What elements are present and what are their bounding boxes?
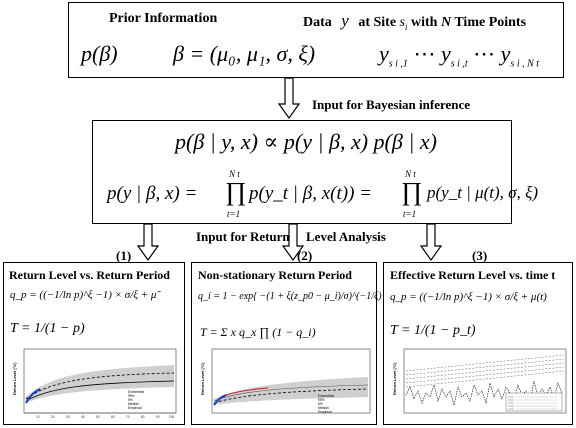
panel-1-legend: Median	[128, 402, 139, 406]
panel-1-xtick: 100	[169, 415, 175, 419]
panel-2-plot: Ensembles 95% 5% Median Empirical Return…	[200, 348, 371, 414]
panel-1-xtick: 20	[51, 415, 55, 419]
arrow-to-panel-3	[419, 223, 443, 262]
arrow-to-bayes	[277, 77, 301, 120]
panel-2-eq1: q_i = 1 − exp{ −(1 + ξ(z_p0 − μ_i)/σ)^(−…	[198, 291, 389, 302]
panel-3-eq1: q_p = ((−1/ln p)^ξ −1) × σ/ξ + μ(t)	[390, 291, 547, 303]
panel-2-legend: 5%	[318, 402, 323, 406]
panel-3: Effective Return Level vs. time t q_p = …	[383, 262, 573, 425]
panel-2-legend: Empirical	[318, 410, 332, 414]
panel-1-xtick: 80	[141, 415, 145, 419]
panel-2-eq2: T = Σ x q_x ∏ (1 − q_i)	[200, 325, 316, 339]
panel-1-xtick: 40	[81, 415, 85, 419]
panel-3-eq2: T = 1/(1 − p_t)	[390, 323, 476, 338]
panel-1-legend: Ensembles	[128, 390, 145, 394]
panel-3-ylabel: Return Level (°C)	[392, 362, 397, 395]
panel-2-legend: Median	[318, 406, 329, 410]
panel-2-legend: Ensembles	[318, 394, 335, 398]
bayes-posterior-eq: p(β | y, x) ∝ p(y | β, x) p(β | x)	[175, 129, 437, 154]
data-heading: Data y at Site si with N Time Points	[303, 11, 527, 32]
prior-title: Prior Information	[109, 11, 218, 26]
panel-1-eq2: T = 1/(1 − p)	[10, 321, 85, 336]
panel-2-title: Non-stationary Return Period	[198, 268, 352, 282]
panel-1-number: (1)	[116, 248, 132, 263]
panel-1-xtick: 50	[96, 415, 100, 419]
bayes-likelihood-eq: p(y | β, x) = N t ∏ t=1 p(y_t | β, x(t))…	[107, 169, 539, 219]
prior-box: Prior Information Data y at Site si with…	[68, 2, 564, 78]
panel-1-xtick: 60	[111, 415, 115, 419]
data-series: ys i ,1 ⋯ ys i ,t ⋯ ys i , N t	[379, 41, 540, 70]
panel-1-legend: 5%	[128, 398, 133, 402]
panel-2-legend: 95%	[318, 398, 325, 402]
panel-3-plot: Return Level (°C)	[392, 348, 567, 414]
panel-2: Non-stationary Return Period q_i = 1 − e…	[191, 262, 388, 425]
arrow-to-panel-1	[136, 223, 160, 262]
panel-2-ylabel: Return Level (°C)	[200, 362, 205, 395]
arrow-label-return-a: Input for Return	[196, 229, 290, 244]
panel-1-eq1: q_p = ((−1/ln p)^ξ −1) × σ/ξ + μ̃	[10, 289, 157, 301]
panel-1-xtick: 10	[36, 415, 40, 419]
prior-p-beta: p(β)	[81, 41, 118, 66]
bayes-box: p(β | y, x) ∝ p(y | β, x) p(β | x) p(y |…	[92, 120, 539, 224]
arrow-label-bayesian: Input for Bayesian inference	[312, 97, 471, 112]
panel-1-plot: 10 20 30 40 50 60 70 80 90 100 Ensembles…	[12, 348, 177, 419]
panel-1: Return Level vs. Return Period q_p = ((−…	[3, 262, 185, 425]
prior-beta-vector: β = (μ₀, μ₁, σ, ξ)	[173, 41, 316, 66]
panel-1-xtick: 90	[156, 415, 160, 419]
panel-1-xtick: 30	[66, 415, 70, 419]
panel-1-xtick: 70	[126, 415, 130, 419]
panel-3-title: Effective Return Level vs. time t	[390, 268, 556, 282]
panel-3-number: (3)	[472, 248, 488, 263]
panel-1-legend: 95%	[128, 394, 135, 398]
arrow-label-return-b: Level Analysis	[306, 229, 386, 244]
panel-1-legend: Empirical	[128, 406, 142, 410]
panel-1-ylabel: Return Level (°C)	[12, 362, 17, 395]
panel-1-title: Return Level vs. Return Period	[9, 268, 170, 282]
